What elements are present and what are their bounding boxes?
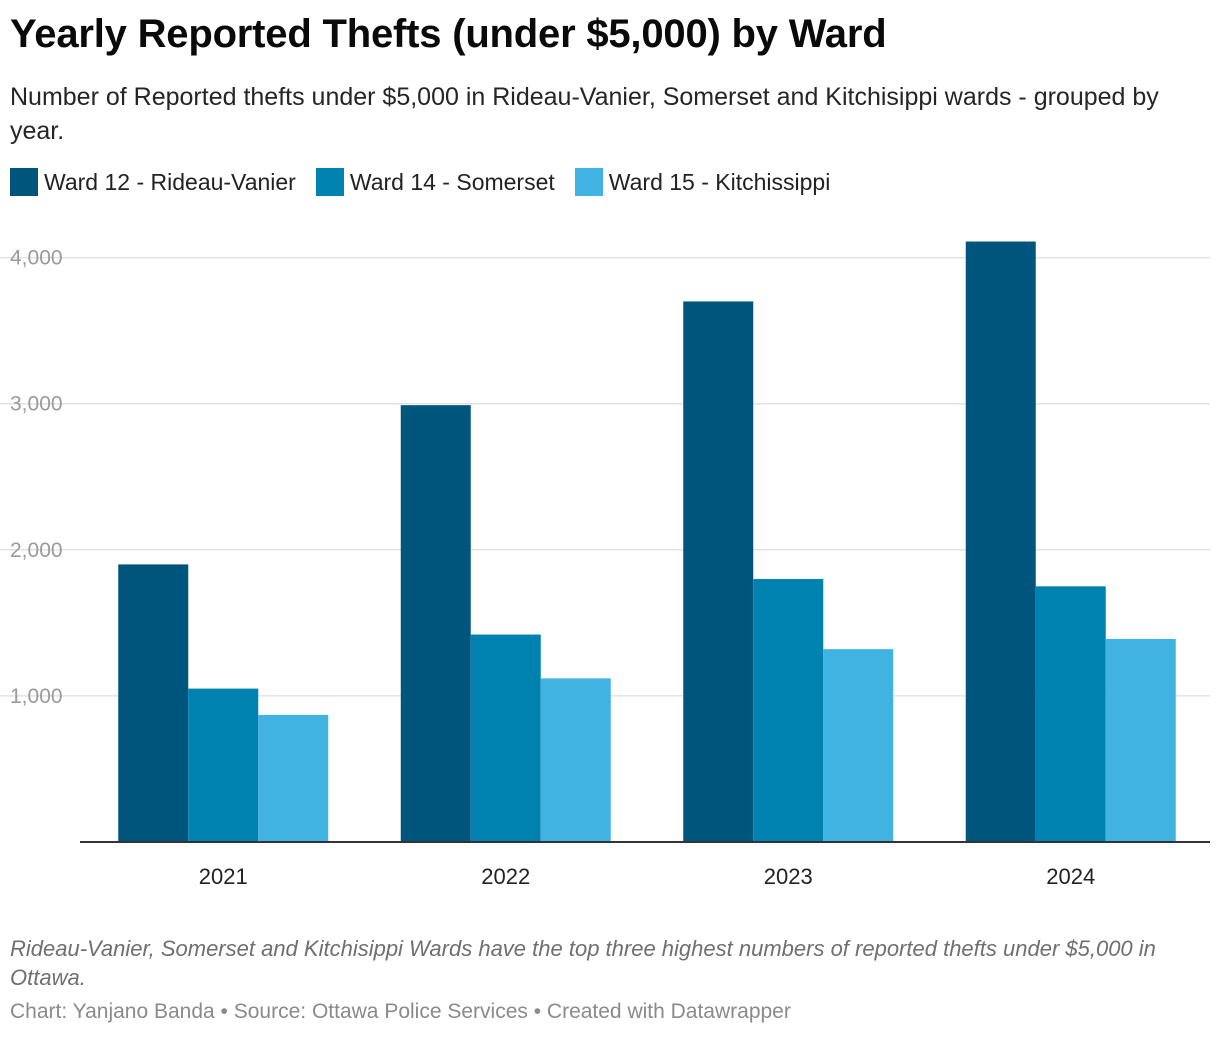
legend-item-ward12: Ward 12 - Rideau-Vanier xyxy=(10,168,296,196)
y-tick-label: 4,000 xyxy=(10,247,63,270)
bar-chart: 1,000 2,000 3,000 4,000 2021 2022 2023 2024 xyxy=(0,241,1210,889)
x-tick-label: 2024 xyxy=(1046,864,1095,889)
footer-separator: • xyxy=(527,1000,547,1023)
bar xyxy=(683,301,754,842)
y-tick-label: 3,000 xyxy=(10,393,63,416)
bar xyxy=(1105,638,1176,842)
bar xyxy=(258,714,329,842)
legend-label-ward15: Ward 15 - Kitchissippi xyxy=(608,168,831,195)
legend-swatch-ward15 xyxy=(574,168,603,196)
chart-footer: Chart: Yanjano Banda • Source: Ottawa Po… xyxy=(10,1000,791,1024)
x-tick-label: 2022 xyxy=(481,864,530,889)
legend-label-ward14: Ward 14 - Somerset xyxy=(349,168,555,195)
bar xyxy=(188,688,259,842)
footer-separator: • xyxy=(214,1000,234,1023)
footer-source: Source: Ottawa Police Services xyxy=(233,1000,528,1023)
x-tick-label: 2021 xyxy=(199,864,248,889)
bar xyxy=(1035,586,1106,842)
bar xyxy=(400,405,471,842)
legend-item-ward15: Ward 15 - Kitchissippi xyxy=(574,168,831,196)
bar xyxy=(540,678,611,842)
bar xyxy=(965,241,1036,842)
x-tick-label: 2023 xyxy=(764,864,813,889)
legend-swatch-ward12 xyxy=(10,168,38,196)
footer-credit: Chart: Yanjano Banda xyxy=(10,1000,215,1023)
y-tick-label: 1,000 xyxy=(10,685,63,708)
legend-label-ward12: Ward 12 - Rideau-Vanier xyxy=(44,168,296,195)
bar xyxy=(753,579,824,842)
bar xyxy=(823,649,894,842)
chart-title: Yearly Reported Thefts (under $5,000) by… xyxy=(10,12,887,56)
y-tick-label: 2,000 xyxy=(10,539,63,562)
chart-subtitle: Number of Reported thefts under $5,000 i… xyxy=(10,83,1159,145)
legend-item-ward14: Ward 14 - Somerset xyxy=(315,168,555,196)
footer-created: Created with Datawrapper xyxy=(546,1000,791,1023)
legend-swatch-ward14 xyxy=(315,168,344,196)
bar xyxy=(470,634,541,842)
bar xyxy=(118,564,189,842)
legend: Ward 12 - Rideau-Vanier Ward 14 - Somers… xyxy=(10,168,850,196)
chart-note: Rideau-Vanier, Somerset and Kitchisippi … xyxy=(10,936,1156,990)
